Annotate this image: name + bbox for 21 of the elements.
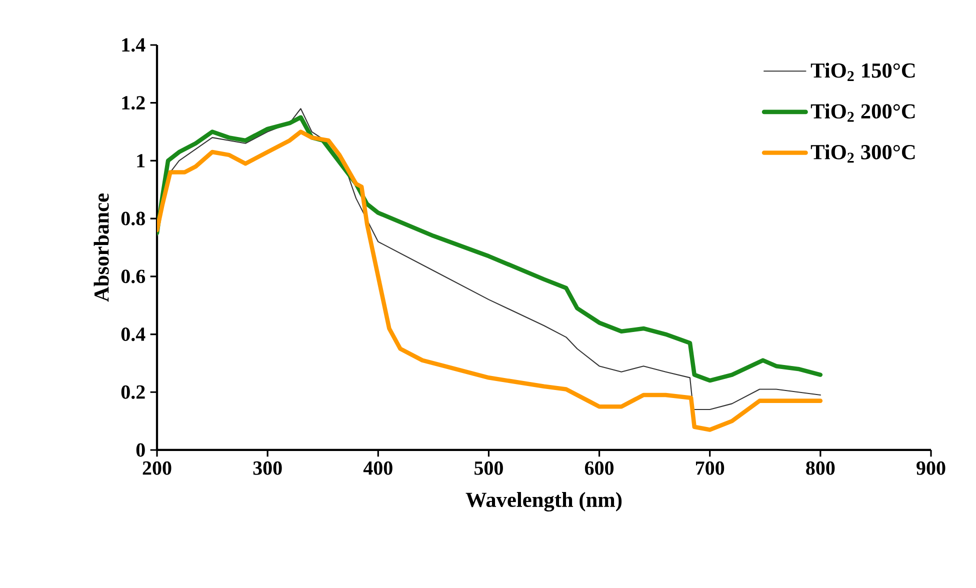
x-tick-label: 400 (363, 461, 392, 475)
x-tick-label: 200 (142, 461, 172, 475)
x-tick-label: 300 (253, 461, 282, 475)
y-tick-label: 1.2 (122, 96, 145, 110)
y-tick-label: 0 (136, 443, 145, 457)
x-tick-label: 700 (696, 461, 724, 475)
y-tick-label: 0.6 (121, 270, 146, 284)
x-tick-label: 500 (474, 461, 503, 475)
x-axis-title: Wavelength (nm) (466, 492, 622, 512)
x-tick-label: 800 (806, 461, 835, 475)
y-axis-title: Absorbance (94, 194, 109, 302)
x-tick-label: 600 (584, 461, 614, 475)
y-tick-label: 0.4 (121, 327, 146, 342)
legend-label: TiO$_{2}$ 300°C (810, 144, 915, 163)
legend-label: TiO$_{2}$ 200°C (810, 104, 915, 122)
x-tick-label: 900 (916, 461, 946, 475)
y-tick-label: 0.2 (121, 385, 145, 399)
legend-label: TiO$_{2}$ 150°C (810, 62, 915, 81)
y-tick-label: 1 (137, 154, 145, 168)
y-tick-label: 0.8 (121, 212, 145, 226)
y-tick-label: 1.4 (122, 38, 146, 52)
